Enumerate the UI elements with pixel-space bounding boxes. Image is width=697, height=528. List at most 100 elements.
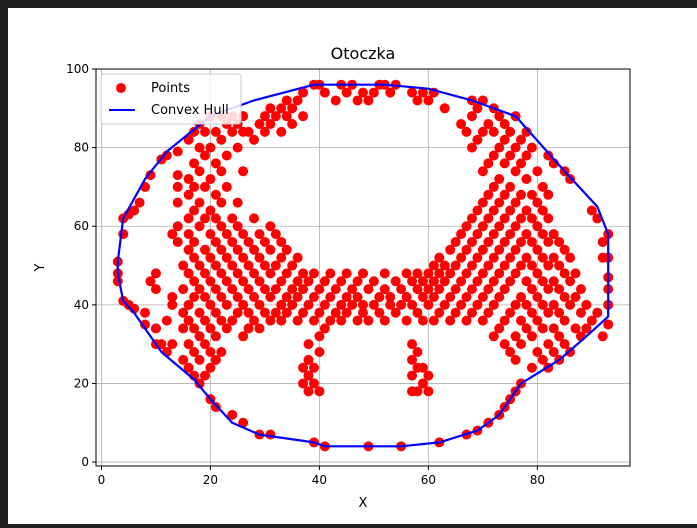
data-point [199, 150, 210, 161]
data-point [450, 260, 461, 271]
data-point [516, 260, 527, 271]
data-point [439, 260, 450, 271]
data-point [488, 150, 499, 161]
data-point [352, 276, 363, 287]
data-point [374, 307, 385, 318]
data-point [537, 229, 548, 240]
data-point [308, 362, 319, 373]
data-point [407, 299, 418, 310]
data-point [466, 142, 477, 153]
data-point [216, 166, 227, 177]
data-point [494, 221, 505, 232]
data-point [276, 236, 287, 247]
data-point [559, 315, 570, 326]
data-point [537, 276, 548, 287]
data-point [189, 158, 200, 169]
data-point [341, 87, 352, 98]
data-point [505, 150, 516, 161]
data-point [194, 260, 205, 271]
data-point [565, 276, 576, 287]
data-point [450, 284, 461, 295]
data-point [516, 315, 527, 326]
legend-points-label: Points [151, 81, 190, 96]
data-point [461, 315, 472, 326]
data-point [428, 315, 439, 326]
data-point [407, 87, 418, 98]
data-point [314, 331, 325, 342]
data-point [521, 276, 532, 287]
data-point [194, 142, 205, 153]
data-point [570, 268, 581, 279]
data-point [439, 103, 450, 114]
x-tick-label: 40 [312, 473, 327, 487]
data-point [308, 291, 319, 302]
data-point [259, 126, 270, 137]
data-point [494, 111, 505, 122]
data-point [336, 276, 347, 287]
data-point [526, 189, 537, 200]
data-point [199, 291, 210, 302]
data-point [281, 244, 292, 255]
data-point [298, 284, 309, 295]
data-point [303, 299, 314, 310]
data-point [292, 252, 303, 263]
data-point [543, 284, 554, 295]
data-point [194, 378, 205, 389]
data-point [189, 323, 200, 334]
data-point [510, 268, 521, 279]
data-point [483, 158, 494, 169]
data-point [298, 307, 309, 318]
data-point [586, 315, 597, 326]
data-point [243, 284, 254, 295]
data-point [232, 291, 243, 302]
data-point [499, 260, 510, 271]
data-point [314, 307, 325, 318]
data-point [194, 307, 205, 318]
data-point [205, 299, 216, 310]
data-point [526, 260, 537, 271]
data-point [532, 315, 543, 326]
data-point [265, 103, 276, 114]
data-point [227, 213, 238, 224]
data-point [276, 103, 287, 114]
data-point [238, 276, 249, 287]
data-point [314, 386, 325, 397]
data-point [477, 315, 488, 326]
y-tick-label: 40 [74, 298, 89, 312]
data-point [189, 236, 200, 247]
data-point [548, 229, 559, 240]
data-point [227, 284, 238, 295]
data-point [423, 95, 434, 106]
data-point [276, 276, 287, 287]
data-point [210, 189, 221, 200]
data-point [221, 323, 232, 334]
data-point [483, 119, 494, 130]
data-point [308, 315, 319, 326]
y-tick-label: 100 [66, 62, 89, 76]
data-point [412, 347, 423, 358]
data-point [581, 299, 592, 310]
data-point [205, 276, 216, 287]
data-point [592, 307, 603, 318]
data-point [341, 268, 352, 279]
data-point [221, 181, 232, 192]
data-point [472, 103, 483, 114]
data-point [210, 260, 221, 271]
data-point [516, 134, 527, 145]
data-point [194, 221, 205, 232]
data-point [505, 276, 516, 287]
data-point [243, 260, 254, 271]
data-point [472, 205, 483, 216]
data-point [543, 307, 554, 318]
data-point [232, 268, 243, 279]
data-point [466, 111, 477, 122]
data-point [516, 291, 527, 302]
data-point [150, 284, 161, 295]
data-point [597, 331, 608, 342]
data-point [466, 307, 477, 318]
data-point [499, 236, 510, 247]
x-tick-label: 60 [421, 473, 436, 487]
data-point [183, 213, 194, 224]
data-point [396, 284, 407, 295]
data-point [390, 276, 401, 287]
